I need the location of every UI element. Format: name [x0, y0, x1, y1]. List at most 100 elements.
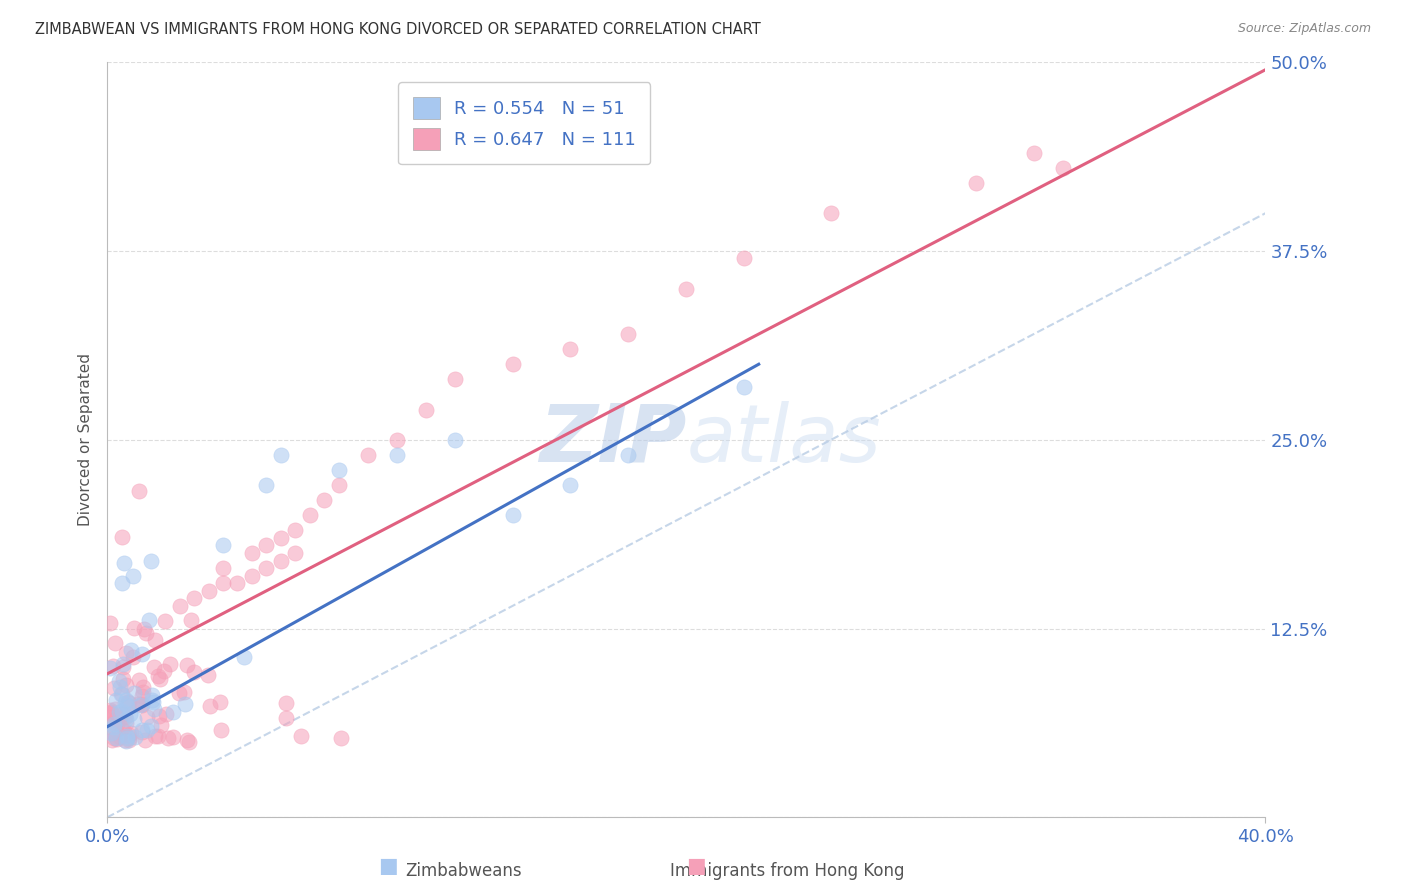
Point: [329, 731, 352, 745]
Point: [502, 508, 524, 523]
Point: [675, 282, 697, 296]
Point: [112, 724, 135, 739]
Point: [162, 731, 184, 745]
Point: [965, 176, 987, 190]
Point: [128, 483, 150, 498]
Point: [149, 718, 172, 732]
Point: [208, 695, 231, 709]
Point: [560, 342, 582, 356]
Point: [105, 731, 128, 746]
Point: [120, 725, 142, 739]
Point: [131, 689, 153, 703]
Point: [254, 478, 277, 492]
Point: [110, 687, 132, 701]
Point: [162, 705, 184, 719]
Point: [198, 699, 221, 714]
Point: [118, 696, 141, 710]
Text: ZIMBABWEAN VS IMMIGRANTS FROM HONG KONG DIVORCED OR SEPARATED CORRELATION CHART: ZIMBABWEAN VS IMMIGRANTS FROM HONG KONG …: [35, 22, 761, 37]
Point: [115, 730, 138, 744]
Point: [131, 723, 153, 737]
Point: [254, 539, 277, 553]
Point: [176, 658, 198, 673]
Point: [131, 698, 153, 713]
Point: [159, 657, 181, 671]
Point: [115, 698, 138, 713]
Point: [108, 706, 131, 720]
Point: [180, 613, 202, 627]
Point: [98, 615, 121, 630]
Point: [176, 732, 198, 747]
Point: [328, 463, 350, 477]
Point: [117, 731, 139, 745]
Point: [174, 697, 197, 711]
Point: [443, 433, 465, 447]
Point: [114, 733, 136, 747]
Point: [385, 448, 408, 462]
Point: [122, 650, 145, 665]
Point: [138, 613, 160, 627]
Point: [197, 583, 219, 598]
Point: [108, 681, 131, 695]
Point: [111, 704, 134, 718]
Point: [112, 708, 135, 723]
Point: [617, 448, 640, 462]
Point: [284, 524, 307, 538]
Text: ■: ■: [378, 856, 398, 876]
Point: [108, 673, 131, 688]
Point: [314, 493, 336, 508]
Point: [274, 711, 297, 725]
Point: [233, 649, 256, 664]
Point: [132, 622, 155, 636]
Point: [111, 530, 134, 544]
Point: [328, 478, 350, 492]
Point: [103, 731, 125, 745]
Point: [131, 725, 153, 739]
Point: [108, 712, 131, 726]
Point: [139, 553, 162, 567]
Point: [1052, 161, 1074, 175]
Point: [148, 708, 170, 723]
Point: [114, 556, 136, 570]
Point: [290, 729, 312, 743]
Point: [108, 730, 131, 744]
Point: [98, 706, 121, 720]
Point: [136, 709, 159, 723]
Point: [118, 728, 141, 742]
Point: [131, 647, 153, 661]
Text: ■: ■: [686, 856, 706, 876]
Point: [115, 646, 138, 660]
Point: [254, 561, 277, 575]
Point: [115, 731, 138, 745]
Point: [100, 705, 122, 719]
Point: [148, 729, 170, 743]
Point: [183, 665, 205, 679]
Point: [103, 717, 125, 731]
Point: [733, 252, 755, 266]
Point: [134, 733, 156, 747]
Point: [104, 702, 127, 716]
Point: [111, 672, 134, 686]
Point: [117, 695, 139, 709]
Point: [111, 687, 134, 701]
Point: [136, 723, 159, 737]
Point: [142, 701, 165, 715]
Legend: R = 0.554   N = 51, R = 0.647   N = 111: R = 0.554 N = 51, R = 0.647 N = 111: [398, 82, 650, 164]
Point: [128, 673, 150, 687]
Point: [141, 693, 163, 707]
Point: [156, 731, 179, 745]
Point: [415, 402, 437, 417]
Point: [105, 731, 128, 746]
Point: [270, 553, 292, 567]
Point: [733, 380, 755, 394]
Point: [197, 668, 219, 682]
Point: [122, 712, 145, 726]
Point: [122, 686, 145, 700]
Point: [112, 660, 135, 674]
Point: [132, 681, 155, 695]
Point: [167, 686, 190, 700]
Point: [560, 478, 582, 492]
Point: [141, 695, 163, 709]
Point: [385, 433, 408, 447]
Point: [98, 661, 121, 675]
Point: [443, 372, 465, 386]
